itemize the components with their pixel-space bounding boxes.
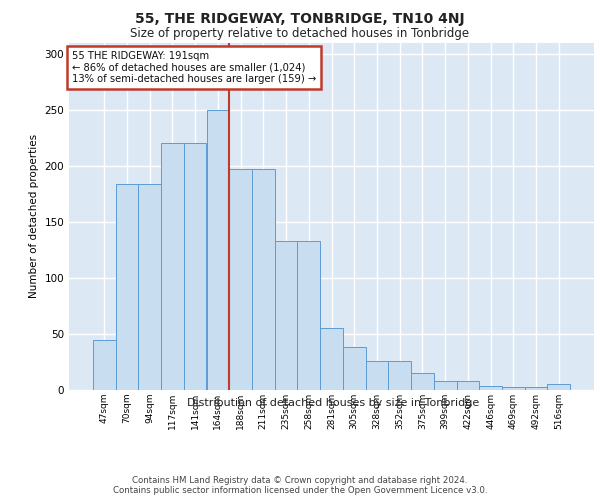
Bar	[229, 169, 252, 390]
Text: 55 THE RIDGEWAY: 191sqm
← 86% of detached houses are smaller (1,024)
13% of semi: 55 THE RIDGEWAY: 191sqm ← 86% of detache…	[71, 51, 316, 84]
Text: Distribution of detached houses by size in Tonbridge: Distribution of detached houses by size …	[187, 398, 479, 407]
Bar	[457, 381, 479, 390]
Bar	[388, 361, 411, 390]
Bar	[252, 169, 275, 390]
Text: Contains HM Land Registry data © Crown copyright and database right 2024.
Contai: Contains HM Land Registry data © Crown c…	[113, 476, 487, 495]
Bar	[93, 340, 116, 390]
Y-axis label: Number of detached properties: Number of detached properties	[29, 134, 39, 298]
Bar	[275, 241, 298, 390]
Bar	[298, 241, 320, 390]
Bar	[547, 384, 570, 390]
Bar	[411, 373, 434, 390]
Bar	[343, 348, 365, 390]
Bar	[184, 144, 206, 390]
Bar	[434, 381, 457, 390]
Bar	[116, 184, 139, 390]
Bar	[479, 386, 502, 390]
Bar	[139, 184, 161, 390]
Bar	[365, 361, 388, 390]
Bar	[206, 110, 229, 390]
Bar	[502, 386, 524, 390]
Bar	[524, 386, 547, 390]
Text: Size of property relative to detached houses in Tonbridge: Size of property relative to detached ho…	[130, 28, 470, 40]
Bar	[161, 144, 184, 390]
Bar	[320, 328, 343, 390]
Text: 55, THE RIDGEWAY, TONBRIDGE, TN10 4NJ: 55, THE RIDGEWAY, TONBRIDGE, TN10 4NJ	[135, 12, 465, 26]
